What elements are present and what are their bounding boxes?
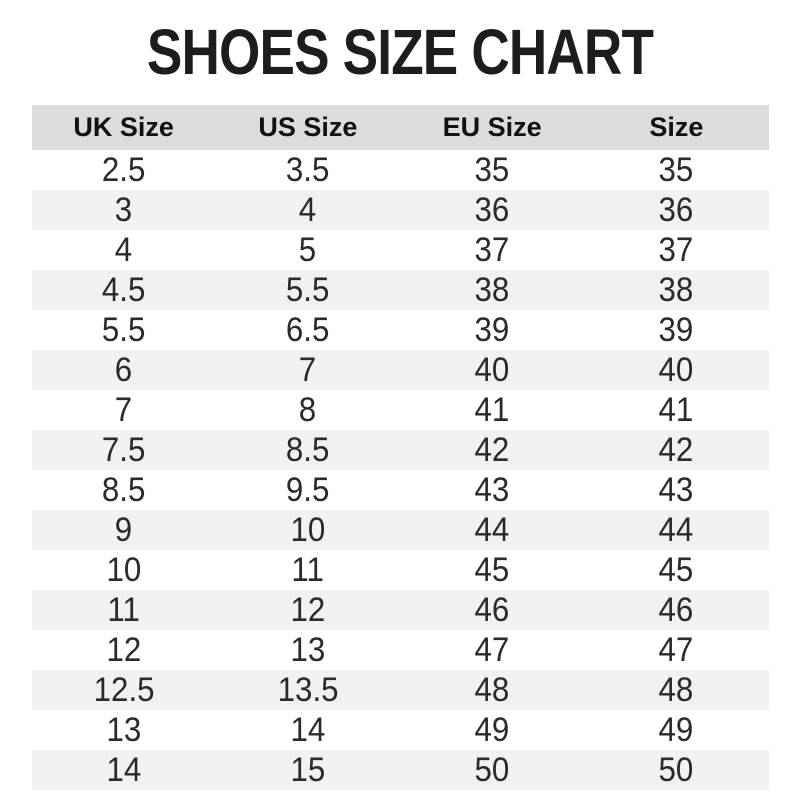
cell-eu-size: 50: [474, 751, 510, 789]
size-chart-table: UK Size US Size EU Size Size 2.5 3.5 35 …: [31, 105, 769, 790]
table-row: 9 10 44 44: [31, 510, 769, 550]
cell-us-size: 14: [290, 711, 326, 749]
cell-us-size: 12: [290, 591, 326, 629]
cell-size: 44: [658, 511, 694, 549]
table-row: 14 15 50 50: [31, 750, 769, 790]
cell-uk-size: 13: [106, 711, 142, 749]
cell-uk-size: 14: [106, 751, 142, 789]
cell-eu-size: 48: [474, 671, 510, 709]
cell-eu-size: 40: [474, 351, 510, 389]
table-row: 6 7 40 40: [31, 350, 769, 390]
cell-size: 40: [658, 351, 694, 389]
table-row: 7 8 41 41: [31, 390, 769, 430]
cell-size: 37: [658, 231, 694, 269]
cell-us-size: 5.5: [286, 271, 330, 309]
cell-size: 48: [658, 671, 694, 709]
cell-eu-size: 43: [474, 471, 510, 509]
cell-size: 50: [658, 751, 694, 789]
table-row: 12.5 13.5 48 48: [31, 670, 769, 710]
table-row: 13 14 49 49: [31, 710, 769, 750]
cell-us-size: 9.5: [286, 471, 330, 509]
table-row: 7.5 8.5 42 42: [31, 430, 769, 470]
table-header: UK Size US Size EU Size Size: [31, 105, 769, 150]
cell-eu-size: 39: [474, 311, 510, 349]
cell-uk-size: 12.5: [93, 671, 155, 709]
table-row: 12 13 47 47: [31, 630, 769, 670]
cell-uk-size: 6: [114, 351, 133, 389]
page: SHOES SIZE CHART UK Size US Size EU Size…: [0, 20, 800, 800]
column-header-us-size: US Size: [215, 105, 400, 150]
table-row: 10 11 45 45: [31, 550, 769, 590]
table-row: 5.5 6.5 39 39: [31, 310, 769, 350]
cell-size: 38: [658, 271, 694, 309]
cell-eu-size: 47: [474, 631, 510, 669]
cell-size: 39: [658, 311, 694, 349]
cell-uk-size: 8.5: [101, 471, 146, 509]
cell-us-size: 8: [299, 391, 317, 429]
cell-uk-size: 12: [106, 631, 142, 669]
page-title: SHOES SIZE CHART: [146, 16, 654, 88]
table-row: 2.5 3.5 35 35: [31, 150, 769, 190]
table-row: 8.5 9.5 43 43: [31, 470, 769, 510]
cell-size: 35: [658, 151, 694, 189]
table-row: 4 5 37 37: [31, 230, 769, 270]
cell-size: 41: [658, 391, 694, 429]
cell-us-size: 7: [299, 351, 317, 389]
cell-uk-size: 7: [114, 391, 133, 429]
cell-uk-size: 5.5: [101, 311, 146, 349]
cell-us-size: 13.5: [277, 671, 339, 709]
cell-size: 49: [658, 711, 694, 749]
cell-us-size: 10: [290, 511, 326, 549]
cell-size: 42: [658, 431, 694, 469]
column-header-size: Size: [584, 105, 769, 150]
cell-eu-size: 44: [474, 511, 510, 549]
table-row: 4.5 5.5 38 38: [31, 270, 769, 310]
column-header-eu-size: EU Size: [400, 105, 585, 150]
cell-size: 47: [658, 631, 694, 669]
cell-size: 45: [658, 551, 694, 589]
cell-us-size: 8.5: [286, 431, 330, 469]
cell-uk-size: 9: [114, 511, 133, 549]
cell-uk-size: 4.5: [101, 271, 146, 309]
cell-us-size: 4: [299, 191, 317, 229]
cell-us-size: 3.5: [286, 151, 330, 189]
cell-eu-size: 37: [474, 231, 510, 269]
cell-uk-size: 11: [107, 591, 140, 629]
column-header-uk-size: UK Size: [31, 105, 216, 150]
cell-us-size: 6.5: [286, 311, 330, 349]
cell-size: 36: [658, 191, 694, 229]
cell-size: 43: [658, 471, 694, 509]
table-row: 11 12 46 46: [31, 590, 769, 630]
cell-us-size: 15: [290, 751, 326, 789]
cell-eu-size: 36: [474, 191, 510, 229]
table-row: 3 4 36 36: [31, 190, 769, 230]
cell-eu-size: 46: [474, 591, 510, 629]
cell-us-size: 5: [299, 231, 317, 269]
cell-size: 46: [658, 591, 694, 629]
cell-eu-size: 45: [474, 551, 510, 589]
cell-uk-size: 2.5: [101, 151, 146, 189]
cell-eu-size: 49: [474, 711, 510, 749]
cell-us-size: 11: [291, 551, 325, 589]
table-header-row: UK Size US Size EU Size Size: [31, 105, 769, 150]
cell-uk-size: 3: [114, 191, 133, 229]
cell-eu-size: 38: [474, 271, 510, 309]
cell-eu-size: 35: [474, 151, 510, 189]
cell-uk-size: 10: [106, 551, 142, 589]
cell-uk-size: 7.5: [101, 431, 146, 469]
cell-us-size: 13: [290, 631, 326, 669]
cell-uk-size: 4: [114, 231, 133, 269]
table-body: 2.5 3.5 35 35 3 4 36 36 4 5 37 37 4.5 5.…: [31, 150, 769, 790]
cell-eu-size: 41: [474, 391, 510, 429]
cell-eu-size: 42: [474, 431, 510, 469]
